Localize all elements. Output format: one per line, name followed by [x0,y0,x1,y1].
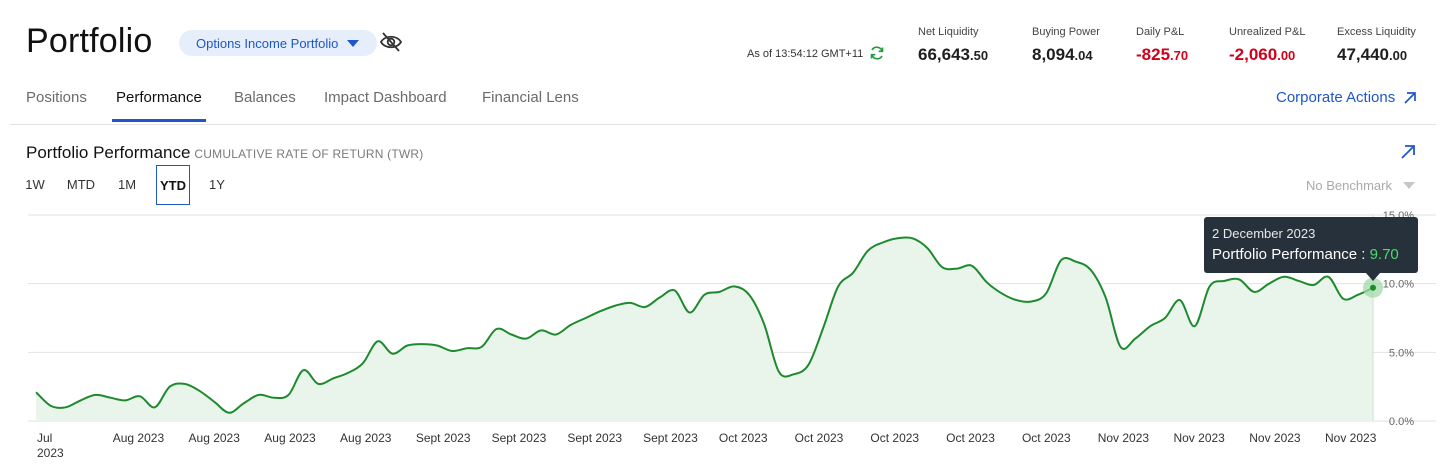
x-tick-label: Aug 2023 [189,431,241,445]
tabs-divider [10,124,1436,125]
range-1w[interactable]: 1W [25,177,45,192]
highlight-point [1370,284,1376,291]
metric-label: Excess Liquidity [1337,26,1416,38]
y-tick-label: 0.0% [1389,416,1414,428]
x-tick-label: Oct 2023 [870,431,919,445]
range-1m[interactable]: 1M [117,177,137,192]
tab-financial-lens[interactable]: Financial Lens [482,89,579,106]
x-tick-label: Jul [37,431,52,445]
tooltip-arrow [1366,273,1380,281]
range-mtd[interactable]: MTD [66,177,96,192]
performance-subtitle: CUMULATIVE RATE OF RETURN (TWR) [194,147,424,161]
benchmark-label: No Benchmark [1306,178,1392,193]
x-tick-label: Aug 2023 [113,431,165,445]
metric-value: 47,440.00 [1337,45,1408,64]
performance-heading: Portfolio Performance CUMULATIVE RATE OF … [26,143,424,163]
x-tick-label: Sept 2023 [416,431,471,445]
x-tick-label: Aug 2023 [264,431,316,445]
tab-positions[interactable]: Positions [26,89,87,106]
metric-label: Unrealized P&L [1229,26,1306,38]
metric-label: Daily P&L [1136,26,1185,38]
x-tick-label: 2023 [37,446,64,460]
tab-performance[interactable]: Performance [112,89,206,122]
range-ytd[interactable]: YTD [156,165,190,205]
x-tick-label: Nov 2023 [1249,431,1301,445]
main-tabs: Positions Performance Balances Impact Da… [0,80,1456,125]
y-tick-label: 5.0% [1389,347,1414,359]
refresh-icon[interactable] [869,45,885,61]
metric-net-liquidity: Net Liquidity 66,643.50 [918,26,988,65]
performance-title: Portfolio Performance [26,143,191,162]
tab-balances[interactable]: Balances [234,89,296,106]
x-tick-label: Nov 2023 [1098,431,1150,445]
metric-value: -825.70 [1136,45,1189,64]
portfolio-selector[interactable]: Options Income Portfolio [179,30,377,56]
x-tick-label: Aug 2023 [340,431,392,445]
chart-tooltip: 2 December 2023 Portfolio Performance : … [1204,217,1418,273]
x-tick-label: Oct 2023 [1022,431,1071,445]
arrow-up-right-icon [1404,91,1417,104]
portfolio-selector-label: Options Income Portfolio [196,35,339,51]
metric-buying-power: Buying Power 8,094.04 [1032,26,1100,65]
corporate-actions-label: Corporate Actions [1276,89,1396,106]
series-line [35,236,1374,414]
range-1y[interactable]: 1Y [209,177,225,192]
x-tick-label: Oct 2023 [946,431,995,445]
x-tick-label: Sept 2023 [643,431,698,445]
y-tick-label: 10.0% [1383,279,1414,291]
x-tick-label: Sept 2023 [492,431,547,445]
x-tick-label: Oct 2023 [795,431,844,445]
series-area [36,237,1373,421]
x-tick-label: Nov 2023 [1173,431,1225,445]
x-tick-label: Oct 2023 [719,431,768,445]
header: Portfolio Options Income Portfolio As of… [0,0,1456,80]
metric-excess-liquidity: Excess Liquidity 47,440.00 [1337,26,1416,65]
x-tick-label: Nov 2023 [1325,431,1377,445]
tab-impact-dashboard[interactable]: Impact Dashboard [324,89,447,106]
benchmark-selector[interactable]: No Benchmark [1306,178,1415,193]
as-of-timestamp: As of 13:54:12 GMT+11 [747,48,864,60]
performance-chart: 0.0% 5.0% 10.0% 15.0% Jul 2023 Aug 2023 Aug 202… [0,205,1456,471]
metric-daily-pnl: Daily P&L -825.70 [1136,26,1188,65]
eye-off-icon[interactable] [380,32,402,52]
metric-unrealized-pnl: Unrealized P&L -2,060.00 [1229,26,1305,65]
caret-down-icon [1402,182,1415,189]
tooltip-label: Portfolio Performance : [1212,246,1370,263]
x-tick-label: Sept 2023 [567,431,622,445]
tooltip-line: Portfolio Performance : 9.70 [1212,246,1418,263]
tooltip-date: 2 December 2023 [1212,226,1316,241]
metric-label: Net Liquidity [918,26,979,38]
expand-icon[interactable] [1400,144,1416,160]
caret-down-icon [347,39,360,47]
metric-value: -2,060.00 [1229,45,1296,64]
metric-value: 8,094.04 [1032,45,1093,64]
page-title: Portfolio [26,22,153,60]
corporate-actions-link[interactable]: Corporate Actions [1276,89,1417,106]
metric-value: 66,643.50 [918,45,989,64]
metric-label: Buying Power [1032,26,1100,38]
tooltip-value: 9.70 [1369,246,1399,263]
